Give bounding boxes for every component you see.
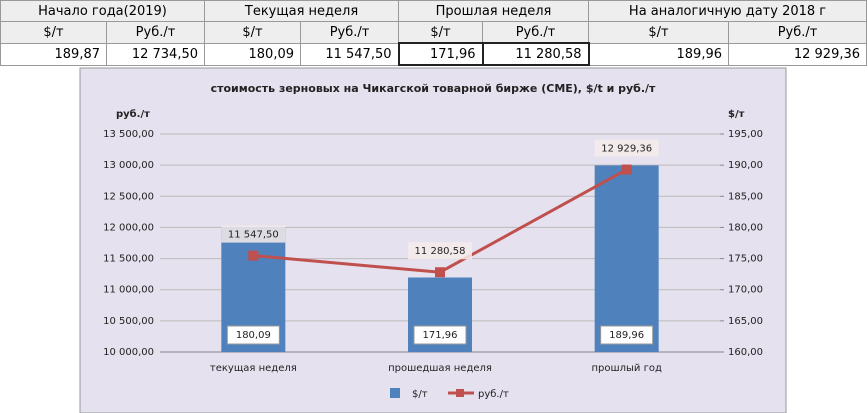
cell: 11 280,58 <box>481 42 590 66</box>
y-tick-label: 11 000,00 <box>103 285 154 296</box>
y2-axis-title: $/т <box>728 109 745 120</box>
cell: 12 929,36 <box>728 42 868 66</box>
x-tick-label: прошлый год <box>591 363 661 374</box>
cell: 180,09 <box>204 42 301 66</box>
y-tick-label: 12 500,00 <box>103 191 154 202</box>
y-tick-label: 13 000,00 <box>103 160 154 171</box>
chart-background <box>79 67 787 413</box>
data-label: 171,96 <box>423 330 458 341</box>
data-label: 12 929,36 <box>601 144 652 155</box>
bar <box>594 165 659 352</box>
y2-tick-label: 160,00 <box>728 347 763 358</box>
line-marker <box>248 250 259 261</box>
legend-swatch <box>390 388 400 398</box>
y-tick-label: 10 000,00 <box>103 347 154 358</box>
x-tick-label: прошедшая неделя <box>388 363 492 374</box>
legend-label: $/т <box>412 389 428 400</box>
y2-tick-label: 170,00 <box>728 285 763 296</box>
line-marker <box>435 267 445 278</box>
price-table: Начало года(2019) Текущая неделя Прошлая… <box>0 0 868 66</box>
group-header: На аналогичную дату 2018 г <box>588 0 868 22</box>
unit-header: $/т <box>398 21 484 44</box>
data-label: 11 280,58 <box>415 246 466 257</box>
legend-label: руб./т <box>478 389 509 400</box>
unit-header: $/т <box>0 21 107 44</box>
data-label-box <box>221 225 286 243</box>
unit-header: $/т <box>204 21 301 44</box>
y2-tick-label: 185,00 <box>728 191 763 202</box>
data-label-box <box>600 325 654 345</box>
data-label-box <box>408 242 472 260</box>
data-label-box <box>594 139 659 157</box>
x-tick-label: текущая неделя <box>210 363 297 374</box>
y2-tick-label: 180,00 <box>728 222 763 233</box>
data-label: 189,96 <box>609 330 644 341</box>
cell: 189,96 <box>588 42 730 66</box>
y2-tick-label: 175,00 <box>728 254 763 265</box>
unit-header: Руб./т <box>482 21 590 44</box>
data-label-box <box>413 325 467 345</box>
y-tick-label: 13 500,00 <box>103 129 154 140</box>
y2-tick-label: 190,00 <box>728 160 763 171</box>
cell: 11 547,50 <box>299 42 400 66</box>
data-label: 11 547,50 <box>228 230 279 241</box>
unit-header: Руб./т <box>106 21 205 44</box>
group-header: Текущая неделя <box>203 0 400 22</box>
y2-tick-label: 195,00 <box>728 129 763 140</box>
y-tick-label: 10 500,00 <box>103 316 154 327</box>
data-label-box <box>226 325 280 345</box>
data-label: 180,09 <box>236 330 271 341</box>
unit-header: $/т <box>588 21 730 44</box>
group-header: Начало года(2019) <box>0 0 205 22</box>
cell: 189,87 <box>0 42 107 66</box>
y-tick-label: 12 000,00 <box>103 222 154 233</box>
line-marker <box>621 164 632 175</box>
group-header: Прошлая неделя <box>398 0 590 22</box>
legend-swatch <box>456 389 464 397</box>
cell: 171,96 <box>397 42 484 66</box>
y-axis-title: руб./т <box>116 108 150 120</box>
cell: 12 734,50 <box>106 42 205 66</box>
chart-title: стоимость зерновых на Чикагской товарной… <box>211 82 656 95</box>
y2-tick-label: 165,00 <box>728 316 763 327</box>
y-tick-label: 11 500,00 <box>103 254 154 265</box>
